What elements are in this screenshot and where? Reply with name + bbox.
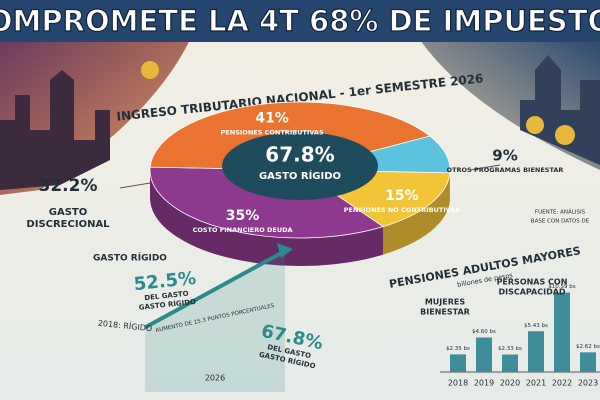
x-tick-label: 2018 bbox=[448, 379, 468, 388]
x-tick-label: 2026 bbox=[205, 374, 225, 383]
line-title: GASTO RÍGIDO bbox=[93, 252, 167, 264]
side-text: DISCRECIONAL bbox=[26, 219, 110, 230]
bar-annotation: DISCAPACIDAD bbox=[498, 288, 565, 297]
trend-arrowhead bbox=[277, 243, 293, 258]
bar-value-label: $10.59 bs bbox=[548, 284, 575, 290]
bar-value-label: $4.60 bs bbox=[472, 329, 496, 335]
coin bbox=[526, 116, 544, 134]
bar bbox=[502, 354, 518, 372]
bar bbox=[554, 292, 570, 372]
coin bbox=[555, 125, 575, 145]
bar bbox=[450, 354, 466, 372]
slice-value-label: 41% bbox=[255, 110, 289, 126]
x-tick-label: 2020 bbox=[500, 379, 520, 388]
bar-value-label: $5.43 bs bbox=[524, 323, 548, 329]
center-text: GASTO RÍGIDO bbox=[259, 169, 341, 182]
source-note: BASE CON DATOS DE bbox=[531, 219, 590, 225]
slice-value-label: 15% bbox=[385, 188, 419, 204]
slice-value-label: 9% bbox=[492, 147, 517, 165]
bar-annotation: BIENESTAR bbox=[420, 308, 470, 317]
slice-side bbox=[150, 170, 384, 266]
bar-value-label: $2.33 bs bbox=[498, 346, 522, 352]
bar-annotation: MUJERES bbox=[425, 298, 466, 307]
slice-label: PENSIONES CONTRIBUTIVAS bbox=[221, 128, 324, 136]
slice-side bbox=[383, 172, 450, 255]
bar bbox=[580, 352, 596, 372]
page-title: OMPROMETE LA 4T 68% DE IMPUESTO bbox=[0, 4, 600, 38]
source-note: FUENTE: ANÁLISIS bbox=[535, 209, 586, 216]
bar-annotation: PERSONAS CON bbox=[497, 278, 568, 287]
center-text: 67.8% bbox=[265, 143, 334, 167]
slice-value-label: 35% bbox=[226, 208, 260, 224]
coin bbox=[141, 61, 159, 79]
slice-label: PENSIONES NO CONTRIBUTIVAS bbox=[344, 206, 461, 214]
trend-area bbox=[145, 251, 285, 392]
title-bar bbox=[0, 0, 600, 42]
city-right bbox=[520, 55, 600, 165]
x-tick-label: 2021 bbox=[526, 379, 546, 388]
side-text: 32.2% bbox=[39, 176, 98, 196]
city-left bbox=[0, 70, 110, 190]
slice-label: COSTO FINANCIERO DEUDA bbox=[193, 226, 293, 234]
slice bbox=[149, 166, 384, 239]
pie-hole bbox=[222, 132, 378, 200]
x-tick-label: 2019 bbox=[474, 379, 494, 388]
bar-value-label: $2.62 bs bbox=[576, 344, 600, 350]
bar bbox=[476, 337, 492, 372]
trend-line bbox=[144, 249, 286, 330]
x-tick-label: 2023 bbox=[578, 379, 598, 388]
callout-line bbox=[469, 164, 501, 171]
bar-value-label: $2.35 bs bbox=[446, 346, 470, 352]
slice-label: OTROS PROGRAMAS BIENESTAR bbox=[447, 166, 564, 174]
side-text: GASTO bbox=[49, 207, 87, 218]
bar bbox=[528, 331, 544, 372]
x-tick-label: 2022 bbox=[552, 379, 572, 388]
